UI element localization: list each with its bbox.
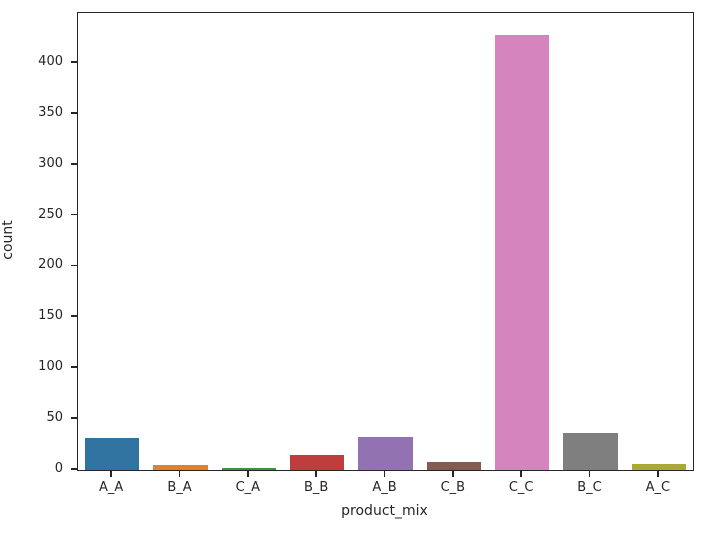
bar-B_B: [289, 454, 345, 470]
x-tick-mark: [656, 471, 659, 477]
x-tick-label-A_B: A_B: [372, 480, 397, 495]
plot-area: [77, 12, 694, 471]
x-tick-label-C_A: C_A: [235, 480, 261, 495]
y-tick-label-200: 200: [38, 257, 63, 273]
x-axis-label: product_mix: [341, 503, 428, 519]
y-tick-label-150: 150: [38, 308, 63, 324]
y-tick-mark: [71, 366, 77, 369]
bar-A_A: [84, 438, 140, 470]
y-tick-mark: [71, 213, 77, 216]
y-tick-label-0: 0: [54, 461, 63, 476]
bar-C_B: [426, 461, 482, 470]
y-tick-mark: [71, 264, 77, 267]
bar-A_C: [631, 463, 687, 470]
bar-B_A: [153, 464, 208, 470]
x-tick-label-C_B: C_B: [440, 480, 466, 495]
y-tick-mark: [71, 60, 77, 63]
y-tick-label-350: 350: [38, 104, 63, 120]
x-tick-label-A_A: A_A: [99, 480, 124, 495]
x-tick-mark: [110, 471, 113, 477]
x-tick-mark: [588, 471, 591, 477]
x-tick-mark: [246, 471, 249, 477]
x-tick-label-B_B: B_B: [303, 480, 329, 495]
x-tick-label-B_A: B_A: [167, 480, 192, 495]
y-tick-label-50: 50: [46, 410, 63, 426]
bar-C_A: [221, 467, 277, 470]
y-tick-label-100: 100: [38, 359, 63, 375]
x-tick-mark: [178, 471, 181, 477]
bar-C_C: [494, 35, 550, 470]
y-tick-label-250: 250: [38, 206, 63, 222]
y-tick-mark: [71, 111, 77, 114]
x-tick-label-B_C: B_C: [577, 480, 602, 495]
y-axis-label: count: [0, 220, 16, 260]
y-tick-mark: [71, 417, 77, 419]
y-tick-label-300: 300: [38, 155, 63, 171]
x-tick-label-A_C: A_C: [645, 480, 671, 495]
x-tick-label-C_C: C_C: [508, 480, 534, 495]
x-tick-mark: [451, 471, 454, 477]
x-tick-mark: [383, 471, 386, 477]
bar-B_C: [563, 433, 618, 470]
y-tick-mark: [71, 315, 77, 318]
x-tick-mark: [520, 471, 523, 477]
bar-A_B: [358, 437, 413, 470]
y-tick-mark: [71, 162, 77, 165]
y-tick-mark: [71, 468, 77, 470]
y-tick-label-400: 400: [38, 53, 63, 69]
x-tick-mark: [315, 471, 318, 477]
